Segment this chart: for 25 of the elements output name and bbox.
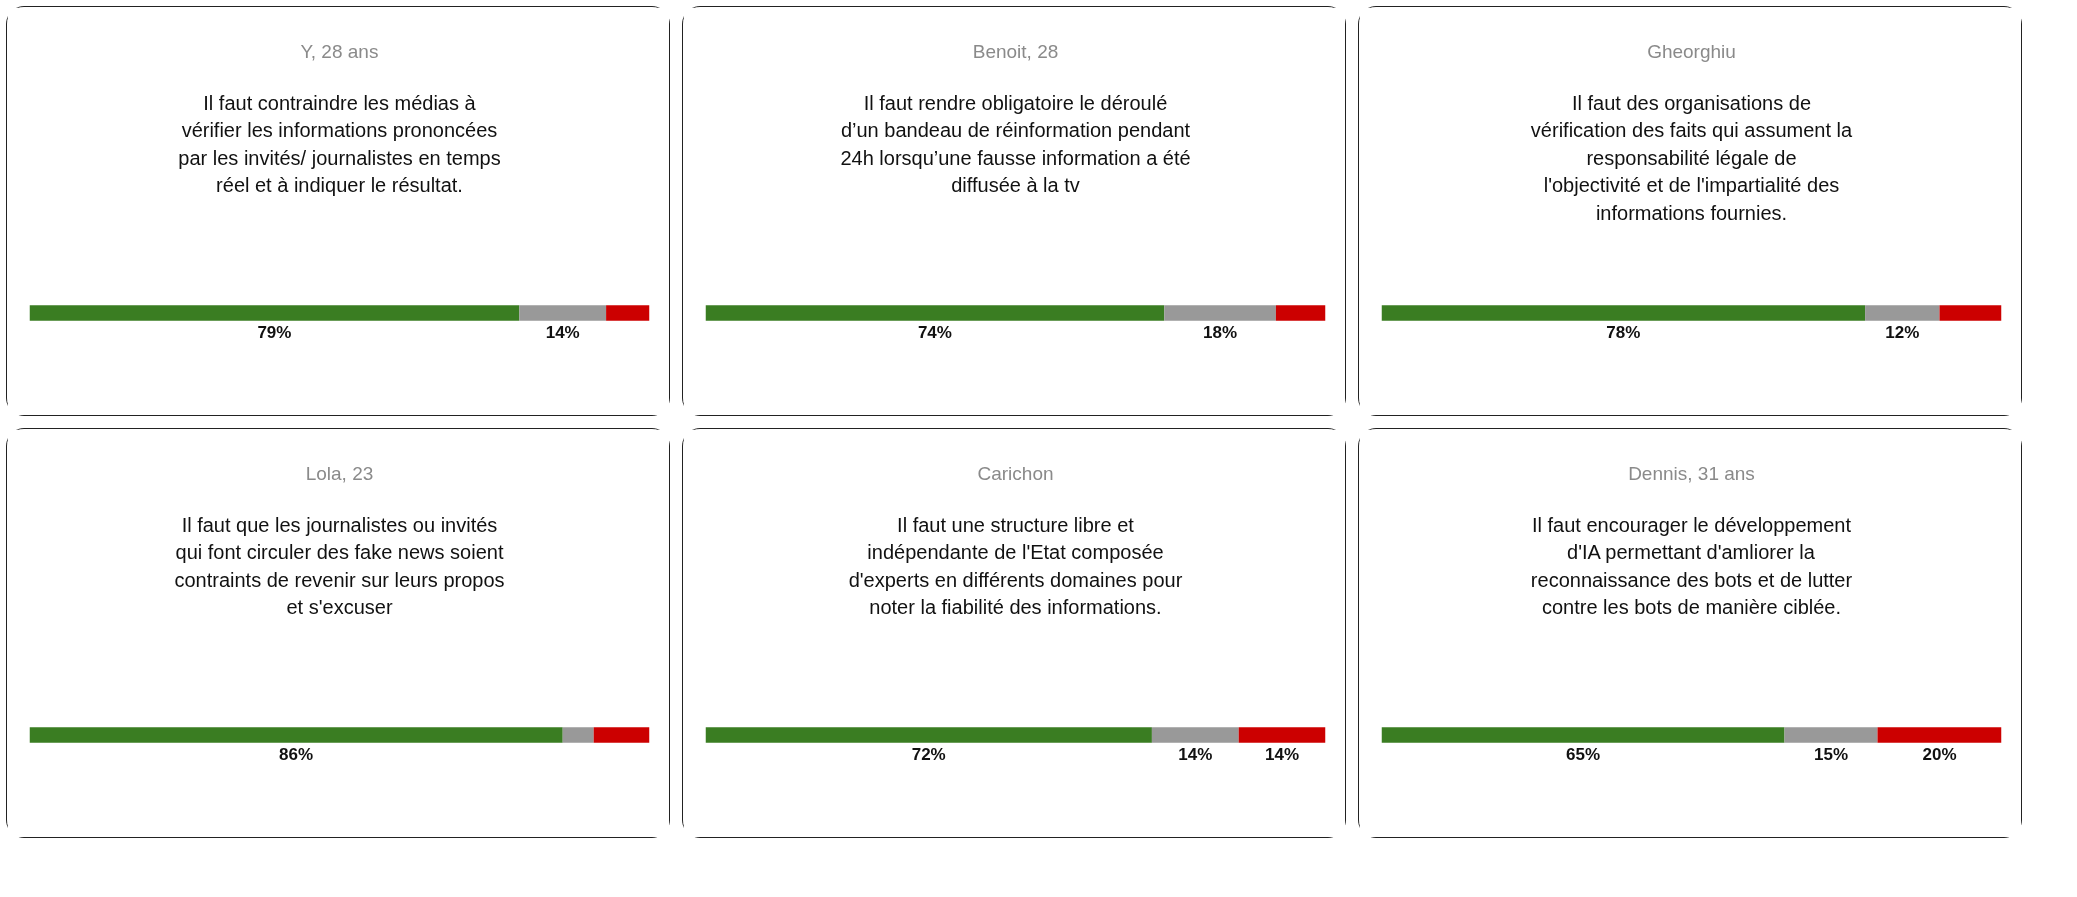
data-label: 65% — [1565, 745, 1601, 765]
chart-title: Dennis, 31 ans — [1628, 463, 1755, 485]
data-label: 74% — [917, 323, 952, 343]
data-label: 20% — [1922, 745, 1957, 765]
chart-title: Benoit, 28 — [972, 41, 1059, 63]
data-label: 79% — [257, 323, 292, 343]
data-label: 14% — [1265, 745, 1300, 765]
data-label: 14% — [545, 323, 580, 343]
chart-title: Gheorghiu — [1647, 41, 1736, 63]
data-label: 72% — [911, 745, 946, 765]
chart-title: Carichon — [977, 463, 1054, 485]
data-label: 18% — [1203, 323, 1238, 343]
data-label: 14% — [1178, 745, 1213, 765]
chart-subtitle: Il faut rendre obligatoire le déroulé d’un bandeau de réinformation pendant 24h lorsqu’une fausse information a été diffusée à la tv — [840, 91, 1191, 197]
data-label: 12% — [1885, 323, 1920, 343]
chart-title: Y, 28 ans — [300, 41, 379, 63]
chart-subtitle: Il faut des organisations de vérification des faits qui assument la responsabilité légale de l'objectivité et de l'impartialité des informations fournies. — [1530, 91, 1854, 224]
chart-subtitle: Il faut encourager le développement d'IA permettant d'amliorer la reconnaissance des bots et de lutter contre les bots de manière ciblée. — [1530, 513, 1853, 619]
data-label: 15% — [1813, 745, 1849, 765]
data-label: 86% — [279, 745, 314, 765]
chart-subtitle: Il faut contraindre les médias à vérifier les informations prononcées par les invités/ journalistes en temps réel et à indiquer le résultat. — [178, 91, 501, 197]
data-label: 78% — [1606, 323, 1641, 343]
chart-subtitle: Il faut une structure libre et indépendante de l'Etat composée d'experts en différents domaines pour noter la fiabilité des informations. — [848, 513, 1183, 619]
chart-subtitle: Il faut que les journalistes ou invités qui font circuler des fake news soient contraints de revenir sur leurs propos et s'excuser — [174, 513, 505, 619]
chart-title: Lola, 23 — [305, 463, 374, 485]
